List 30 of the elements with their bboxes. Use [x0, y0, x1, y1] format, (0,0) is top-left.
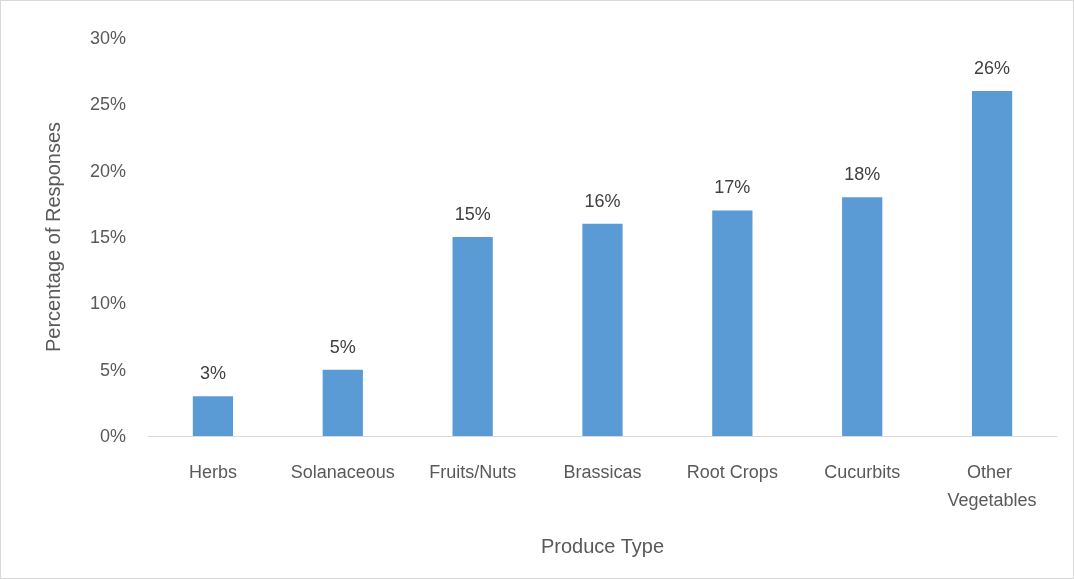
x-tick-label: Herbs	[188, 462, 237, 482]
data-label: 3%	[199, 363, 226, 384]
y-tick-label: 0%	[99, 426, 126, 446]
bar	[582, 223, 623, 436]
bar	[452, 237, 493, 436]
bar	[712, 210, 753, 436]
bar	[842, 197, 883, 436]
bar	[322, 369, 363, 436]
x-axis-title: Produce Type	[540, 535, 665, 557]
y-tick-label: 20%	[89, 160, 126, 181]
x-tick-label: Root Crops	[686, 462, 778, 482]
y-tick-label: 30%	[89, 28, 126, 48]
x-tick-label: Fruits/Nuts	[429, 462, 517, 482]
y-tick-label: 25%	[89, 94, 126, 115]
data-label: 18%	[844, 164, 881, 185]
data-label: 15%	[454, 204, 491, 224]
data-label: 17%	[714, 177, 751, 198]
y-axis-title: Percentage of Responses	[42, 121, 64, 353]
y-tick-label: 15%	[89, 227, 126, 247]
x-tick-label: Solanaceous	[290, 462, 395, 482]
y-tick-label: 5%	[99, 359, 126, 380]
x-tick-label: Other Vegetables	[947, 462, 1037, 510]
data-label: 16%	[584, 190, 621, 211]
y-tick-label: 10%	[89, 293, 126, 314]
data-label: 26%	[974, 58, 1011, 79]
data-label: 5%	[329, 336, 356, 357]
x-tick-label: Brassicas	[563, 462, 642, 482]
bar	[971, 91, 1013, 436]
bar	[192, 396, 234, 436]
x-tick-label: Cucurbits	[824, 462, 901, 482]
